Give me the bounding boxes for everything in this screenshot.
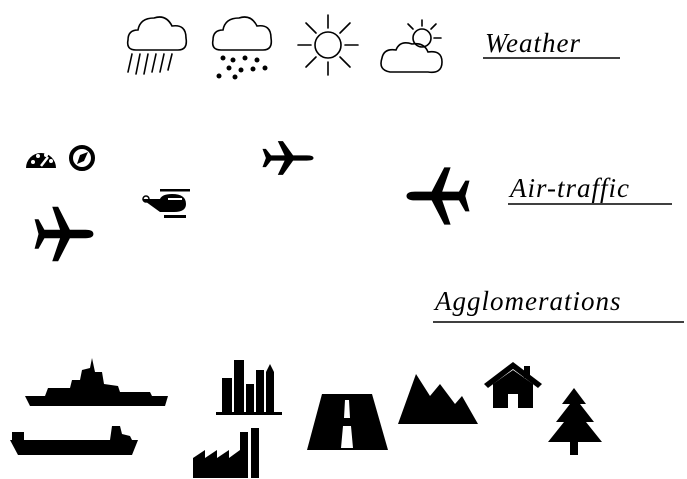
section-title: Agglomerations [433, 286, 622, 316]
compass-icon [71, 147, 93, 169]
factory-icon [193, 428, 259, 478]
icon-sheet: Weather Air-traffic Agglomerations [0, 0, 687, 479]
mountain-icon [398, 374, 478, 424]
helicopter-icon [142, 189, 190, 218]
airplane-icon [35, 207, 94, 262]
snow-icon [213, 17, 272, 80]
airplane-icon [407, 167, 470, 224]
warship-icon [25, 358, 168, 406]
city-icon [216, 360, 282, 415]
section-title: Air-traffic [508, 173, 630, 203]
jet-icon [263, 141, 314, 175]
gauge-icon [26, 153, 56, 168]
partly-cloudy-icon [381, 20, 442, 72]
sun-icon [298, 15, 358, 75]
road-icon [307, 394, 388, 450]
house-icon [484, 362, 542, 408]
section-title: Weather [485, 28, 581, 58]
tanker-icon [10, 426, 138, 455]
tree-icon [548, 388, 602, 455]
rain-icon [128, 17, 187, 74]
